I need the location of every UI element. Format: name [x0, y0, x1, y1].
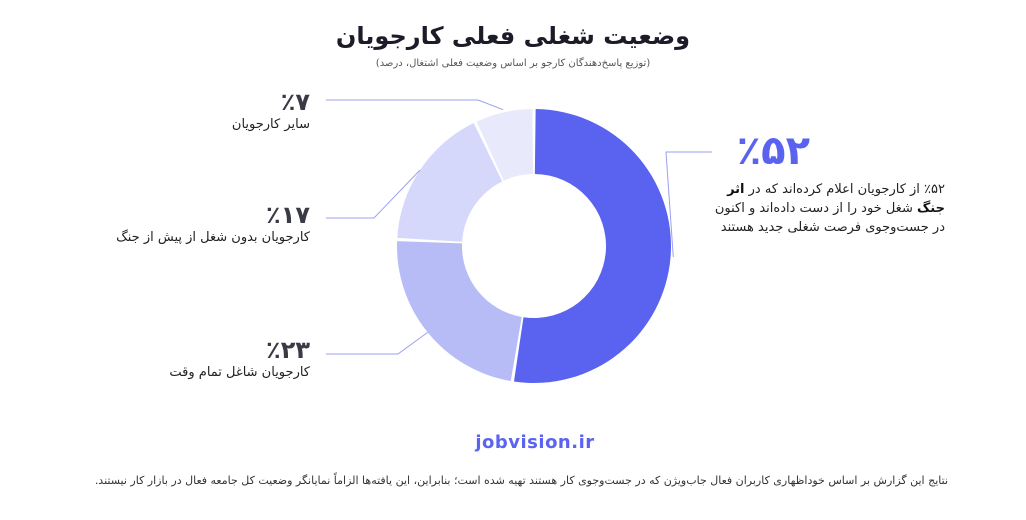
- slice-label-other-pct: ٪۷: [280, 88, 310, 116]
- donut-slice-unemployed-before-war: [397, 123, 503, 242]
- leader-line-unemployed-before-war: [326, 169, 421, 219]
- slice-label-unemployed: ٪۱۷ کارجویان بدون شغل از پیش از جنگ: [100, 201, 310, 247]
- leader-line-other: [326, 99, 504, 111]
- donut-slice-lost-job: [513, 109, 671, 384]
- lost-job-desc-bold: اثر جنگ: [727, 182, 945, 216]
- brand-link[interactable]: jobvision.ir: [475, 432, 595, 453]
- slice-label-lost-job-desc: ٪۵۲ از کارجویان اعلام کرده‌اند که در اثر…: [700, 180, 945, 237]
- leader-line-employed-full-time: [326, 331, 428, 355]
- chart-subtitle: (توزیع پاسخ‌دهندگان کارجو بر اساس وضعیت …: [375, 58, 651, 69]
- slice-label-employed-pct: ٪۲۳: [266, 336, 310, 364]
- lost-job-desc-pre: ٪۵۲ از کارجویان اعلام کرده‌اند که در: [748, 182, 945, 197]
- slice-label-employed-desc: کارجویان شاغل تمام وقت: [169, 365, 310, 380]
- donut-slice-other: [476, 109, 534, 181]
- lost-job-desc-post: شغل خود را از دست داده‌اند و اکنون در جس…: [714, 201, 945, 235]
- slice-label-lost-job-pct: ٪۵۲: [736, 128, 810, 174]
- leader-line-lost-job: [665, 151, 712, 258]
- slice-label-other-desc: سایر کارجویان: [231, 117, 310, 132]
- chart-title: وضعیت شغلی فعلی کارجویان: [335, 22, 691, 50]
- donut-slice-employed-full-time: [396, 241, 522, 382]
- slice-label-unemployed-desc: کارجویان بدون شغل از پیش از جنگ: [116, 230, 310, 245]
- slice-label-employed: ٪۲۳ کارجویان شاغل تمام وقت: [140, 336, 310, 382]
- slice-label-other: ٪۷ سایر کارجویان: [210, 88, 310, 134]
- slice-label-unemployed-pct: ٪۱۷: [266, 201, 310, 229]
- footnote: نتایج این گزارش بر اساس خوداظهاری کاربرا…: [94, 474, 948, 487]
